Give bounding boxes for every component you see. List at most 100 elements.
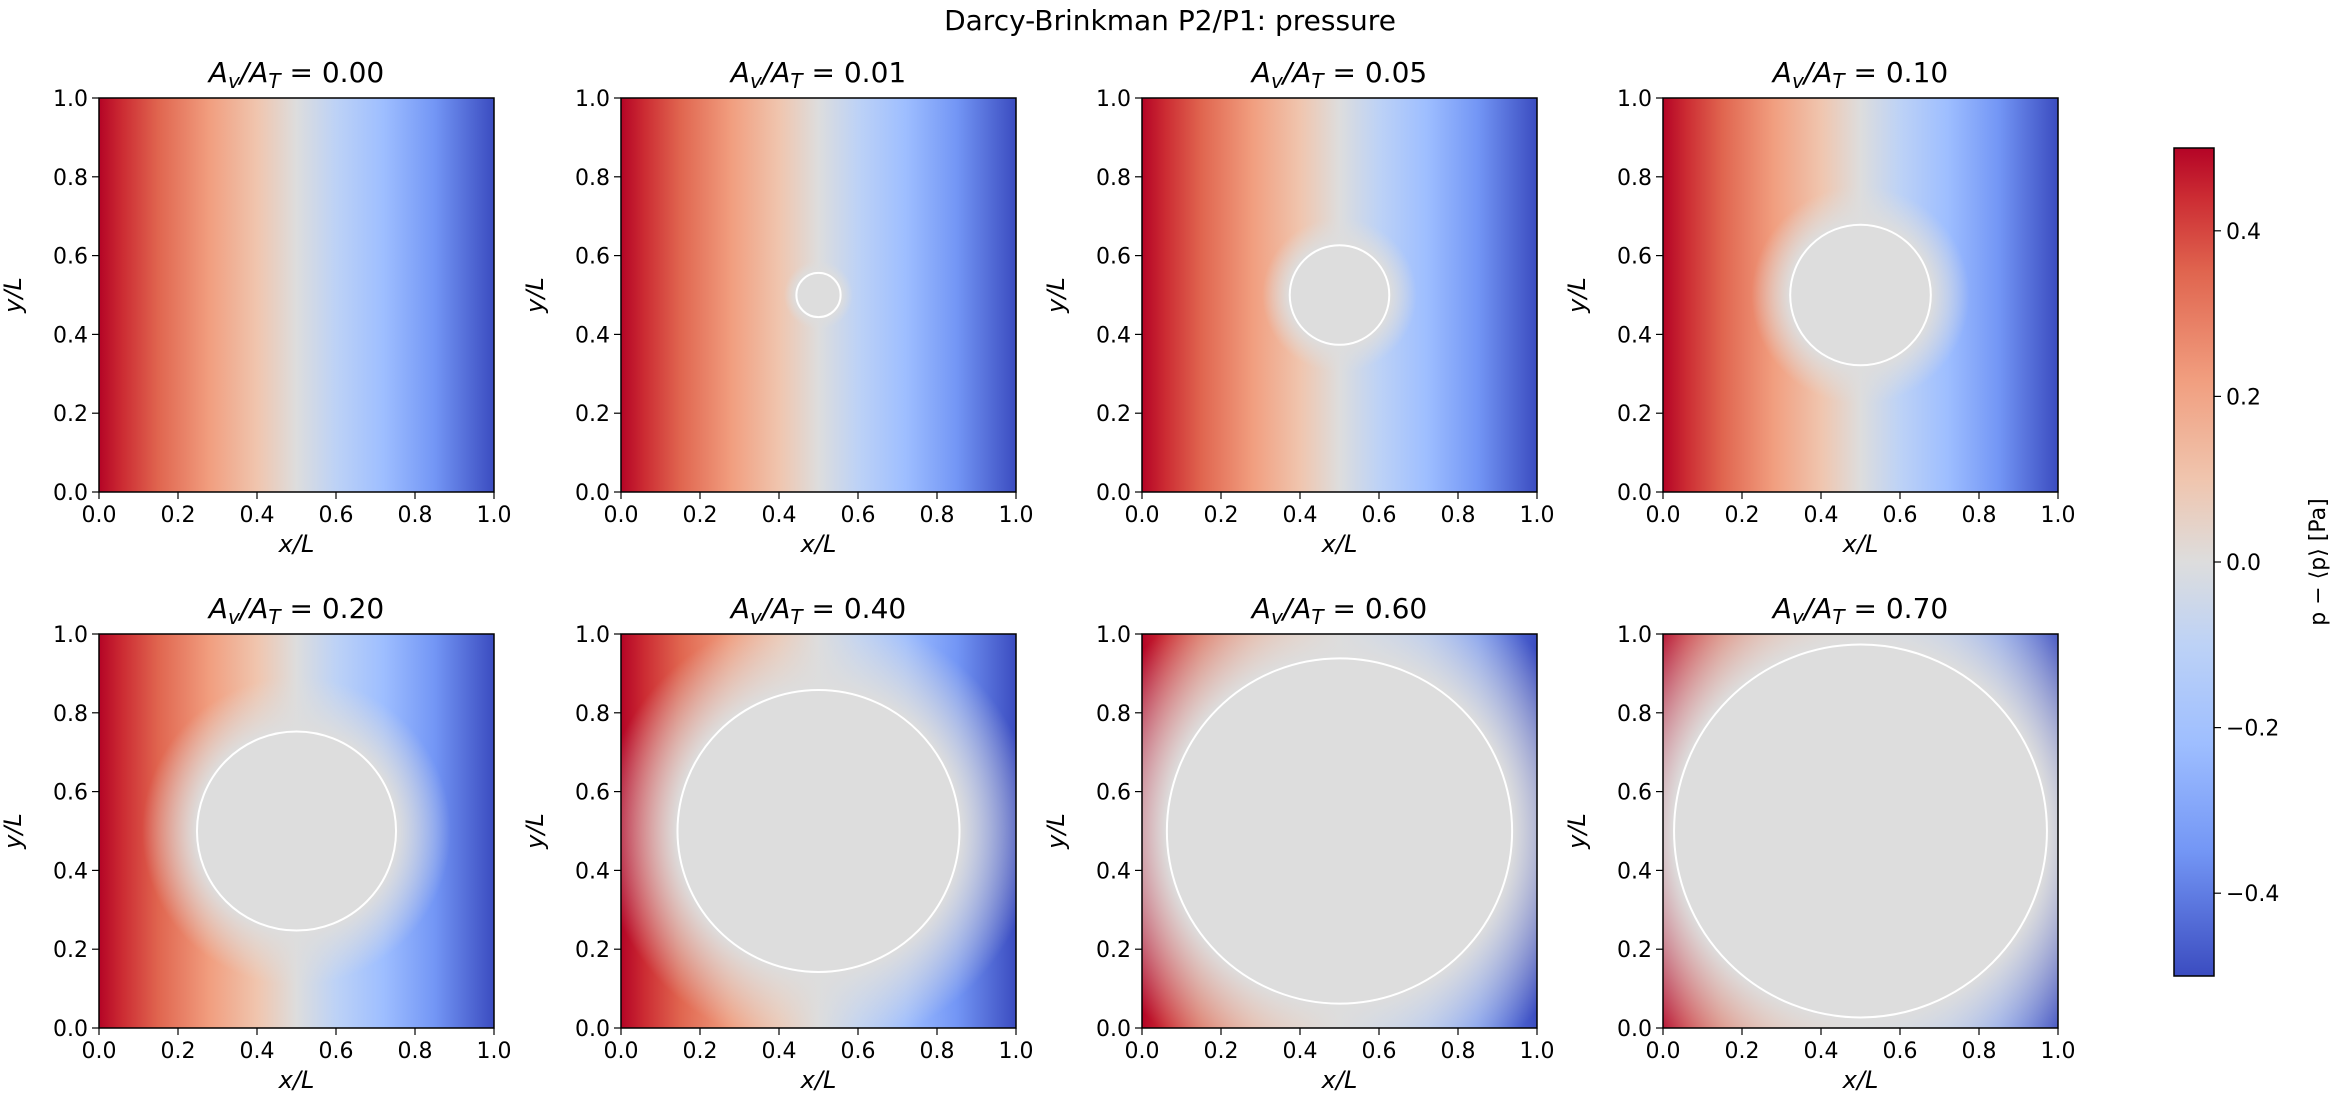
title-value: = 0.01 xyxy=(803,56,907,89)
axes-frame xyxy=(98,97,495,493)
y-tick-label: 0.6 xyxy=(1096,245,1131,270)
title-subscript: v xyxy=(750,605,763,629)
title-symbol: A xyxy=(1250,56,1271,89)
title-symbol: A xyxy=(207,56,228,89)
x-axis-label: x/L xyxy=(800,530,837,558)
x-tick-label: 0.0 xyxy=(82,1039,117,1064)
x-tick-label: 0.0 xyxy=(1646,503,1681,528)
x-tick-label: 0.4 xyxy=(1283,503,1318,528)
title-value: = 0.60 xyxy=(1324,592,1428,625)
x-tick-label: 0.2 xyxy=(1725,1039,1760,1064)
title-subscript: v xyxy=(1792,69,1805,93)
x-axis-label: x/L xyxy=(1842,530,1879,558)
y-tick-label: 0.0 xyxy=(1096,1017,1131,1042)
y-tick-label: 0.8 xyxy=(1096,166,1131,191)
panel-2: 0.0 0.2 0.4 0.6 0.8 1.0 0.0 0.2 0.4 0.6 0.8 1.0 x/L y… xyxy=(1042,56,1555,558)
title-symbol: /A xyxy=(1801,592,1833,625)
y-tick-label: 0.6 xyxy=(1617,781,1652,806)
y-tick-label: 0.8 xyxy=(1617,702,1652,727)
figure-title: Darcy-Brinkman P2/P1: pressure xyxy=(944,4,1396,37)
title-subscript: T xyxy=(268,69,282,93)
x-tick-label: 0.2 xyxy=(161,503,196,528)
panel-0: 0.0 0.2 0.4 0.6 0.8 1.0 0.0 0.2 0.4 0.6 0.8 1.0 x/L y… xyxy=(0,56,512,558)
x-axis-label: x/L xyxy=(1321,1066,1358,1094)
y-tick-label: 1.0 xyxy=(1096,87,1131,112)
y-axis-label: y/L xyxy=(0,277,27,314)
title-subscript: v xyxy=(750,69,763,93)
y-tick-label: 1.0 xyxy=(575,623,610,648)
title-subscript: T xyxy=(790,69,804,93)
panel-title: Av/AT = 0.60 xyxy=(1250,592,1427,629)
y-tick-label: 0.6 xyxy=(53,245,88,270)
colorbar-tick-label: 0.0 xyxy=(2226,551,2261,576)
x-tick-label: 1.0 xyxy=(999,1039,1034,1064)
panel-1: 0.0 0.2 0.4 0.6 0.8 1.0 0.0 0.2 0.4 0.6 0.8 1.0 x/L y… xyxy=(521,56,1034,558)
title-subscript: T xyxy=(1311,69,1325,93)
axes-frame xyxy=(1141,633,1538,1029)
y-axis-label: y/L xyxy=(1042,813,1070,850)
panel-title: Av/AT = 0.70 xyxy=(1771,592,1948,629)
x-tick-label: 0.8 xyxy=(1441,1039,1476,1064)
title-subscript: v xyxy=(1271,605,1284,629)
axes-frame xyxy=(620,97,1017,493)
title-symbol: A xyxy=(729,56,750,89)
x-tick-label: 0.2 xyxy=(683,503,718,528)
x-tick-label: 0.6 xyxy=(1883,503,1918,528)
panel-6: 0.0 0.2 0.4 0.6 0.8 1.0 0.0 0.2 0.4 0.6 0.8 1.0 x/L y… xyxy=(1042,592,1555,1094)
x-axis-label: x/L xyxy=(1842,1066,1879,1094)
pressure-field xyxy=(99,98,494,492)
y-tick-label: 0.6 xyxy=(53,781,88,806)
colorbar-tick-label: 0.4 xyxy=(2226,220,2261,245)
title-subscript: T xyxy=(790,605,804,629)
x-tick-label: 0.4 xyxy=(240,1039,275,1064)
y-tick-label: 0.0 xyxy=(1617,481,1652,506)
y-tick-label: 0.8 xyxy=(53,166,88,191)
axes-frame xyxy=(1662,97,2059,493)
inclusion-circle xyxy=(795,271,842,319)
panel-title: Av/AT = 0.01 xyxy=(729,56,906,93)
colorbar-tick-label: 0.2 xyxy=(2226,385,2261,410)
x-tick-label: 1.0 xyxy=(2041,1039,2076,1064)
y-tick-label: 0.2 xyxy=(53,938,88,963)
panel-title: Av/AT = 0.20 xyxy=(207,592,384,629)
y-tick-label: 0.2 xyxy=(1617,938,1652,963)
y-tick-label: 0.6 xyxy=(575,781,610,806)
title-symbol: /A xyxy=(759,592,791,625)
x-tick-label: 0.0 xyxy=(604,1039,639,1064)
x-tick-label: 0.8 xyxy=(920,1039,955,1064)
x-axis-label: x/L xyxy=(278,530,315,558)
x-tick-label: 0.2 xyxy=(1204,1039,1239,1064)
title-subscript: v xyxy=(228,605,241,629)
x-tick-label: 0.6 xyxy=(319,503,354,528)
title-symbol: /A xyxy=(1280,56,1312,89)
x-tick-label: 0.4 xyxy=(1283,1039,1318,1064)
x-tick-label: 0.0 xyxy=(82,503,117,528)
title-subscript: T xyxy=(268,605,282,629)
x-tick-label: 1.0 xyxy=(999,503,1034,528)
y-axis-label: y/L xyxy=(1563,813,1591,850)
inclusion-circle xyxy=(676,688,961,974)
panel-7: 0.0 0.2 0.4 0.6 0.8 1.0 0.0 0.2 0.4 0.6 0.8 1.0 x/L y… xyxy=(1563,592,2076,1094)
y-tick-label: 0.4 xyxy=(1096,859,1131,884)
y-tick-label: 0.0 xyxy=(53,1017,88,1042)
x-tick-label: 0.4 xyxy=(240,503,275,528)
x-tick-label: 0.0 xyxy=(1125,1039,1160,1064)
x-tick-label: 0.0 xyxy=(1125,503,1160,528)
y-tick-label: 0.2 xyxy=(1096,402,1131,427)
y-tick-label: 1.0 xyxy=(53,623,88,648)
panel-title: Av/AT = 0.40 xyxy=(729,592,906,629)
y-axis-label: y/L xyxy=(1563,277,1591,314)
y-tick-label: 0.8 xyxy=(53,702,88,727)
y-tick-label: 1.0 xyxy=(1617,623,1652,648)
x-tick-label: 0.4 xyxy=(1804,1039,1839,1064)
y-tick-label: 0.4 xyxy=(575,859,610,884)
x-tick-label: 0.8 xyxy=(1962,503,1997,528)
colorbar: 0.4 0.2 0.0 −0.2 −0.4 p − ⟨p⟩ [Pa] xyxy=(2173,147,2331,977)
colorbar-tick-label: −0.2 xyxy=(2226,717,2279,742)
y-tick-label: 0.8 xyxy=(575,702,610,727)
x-tick-label: 1.0 xyxy=(477,1039,512,1064)
y-tick-label: 1.0 xyxy=(575,87,610,112)
title-value: = 0.10 xyxy=(1845,56,1949,89)
title-symbol: A xyxy=(1771,56,1792,89)
x-tick-label: 0.8 xyxy=(398,503,433,528)
